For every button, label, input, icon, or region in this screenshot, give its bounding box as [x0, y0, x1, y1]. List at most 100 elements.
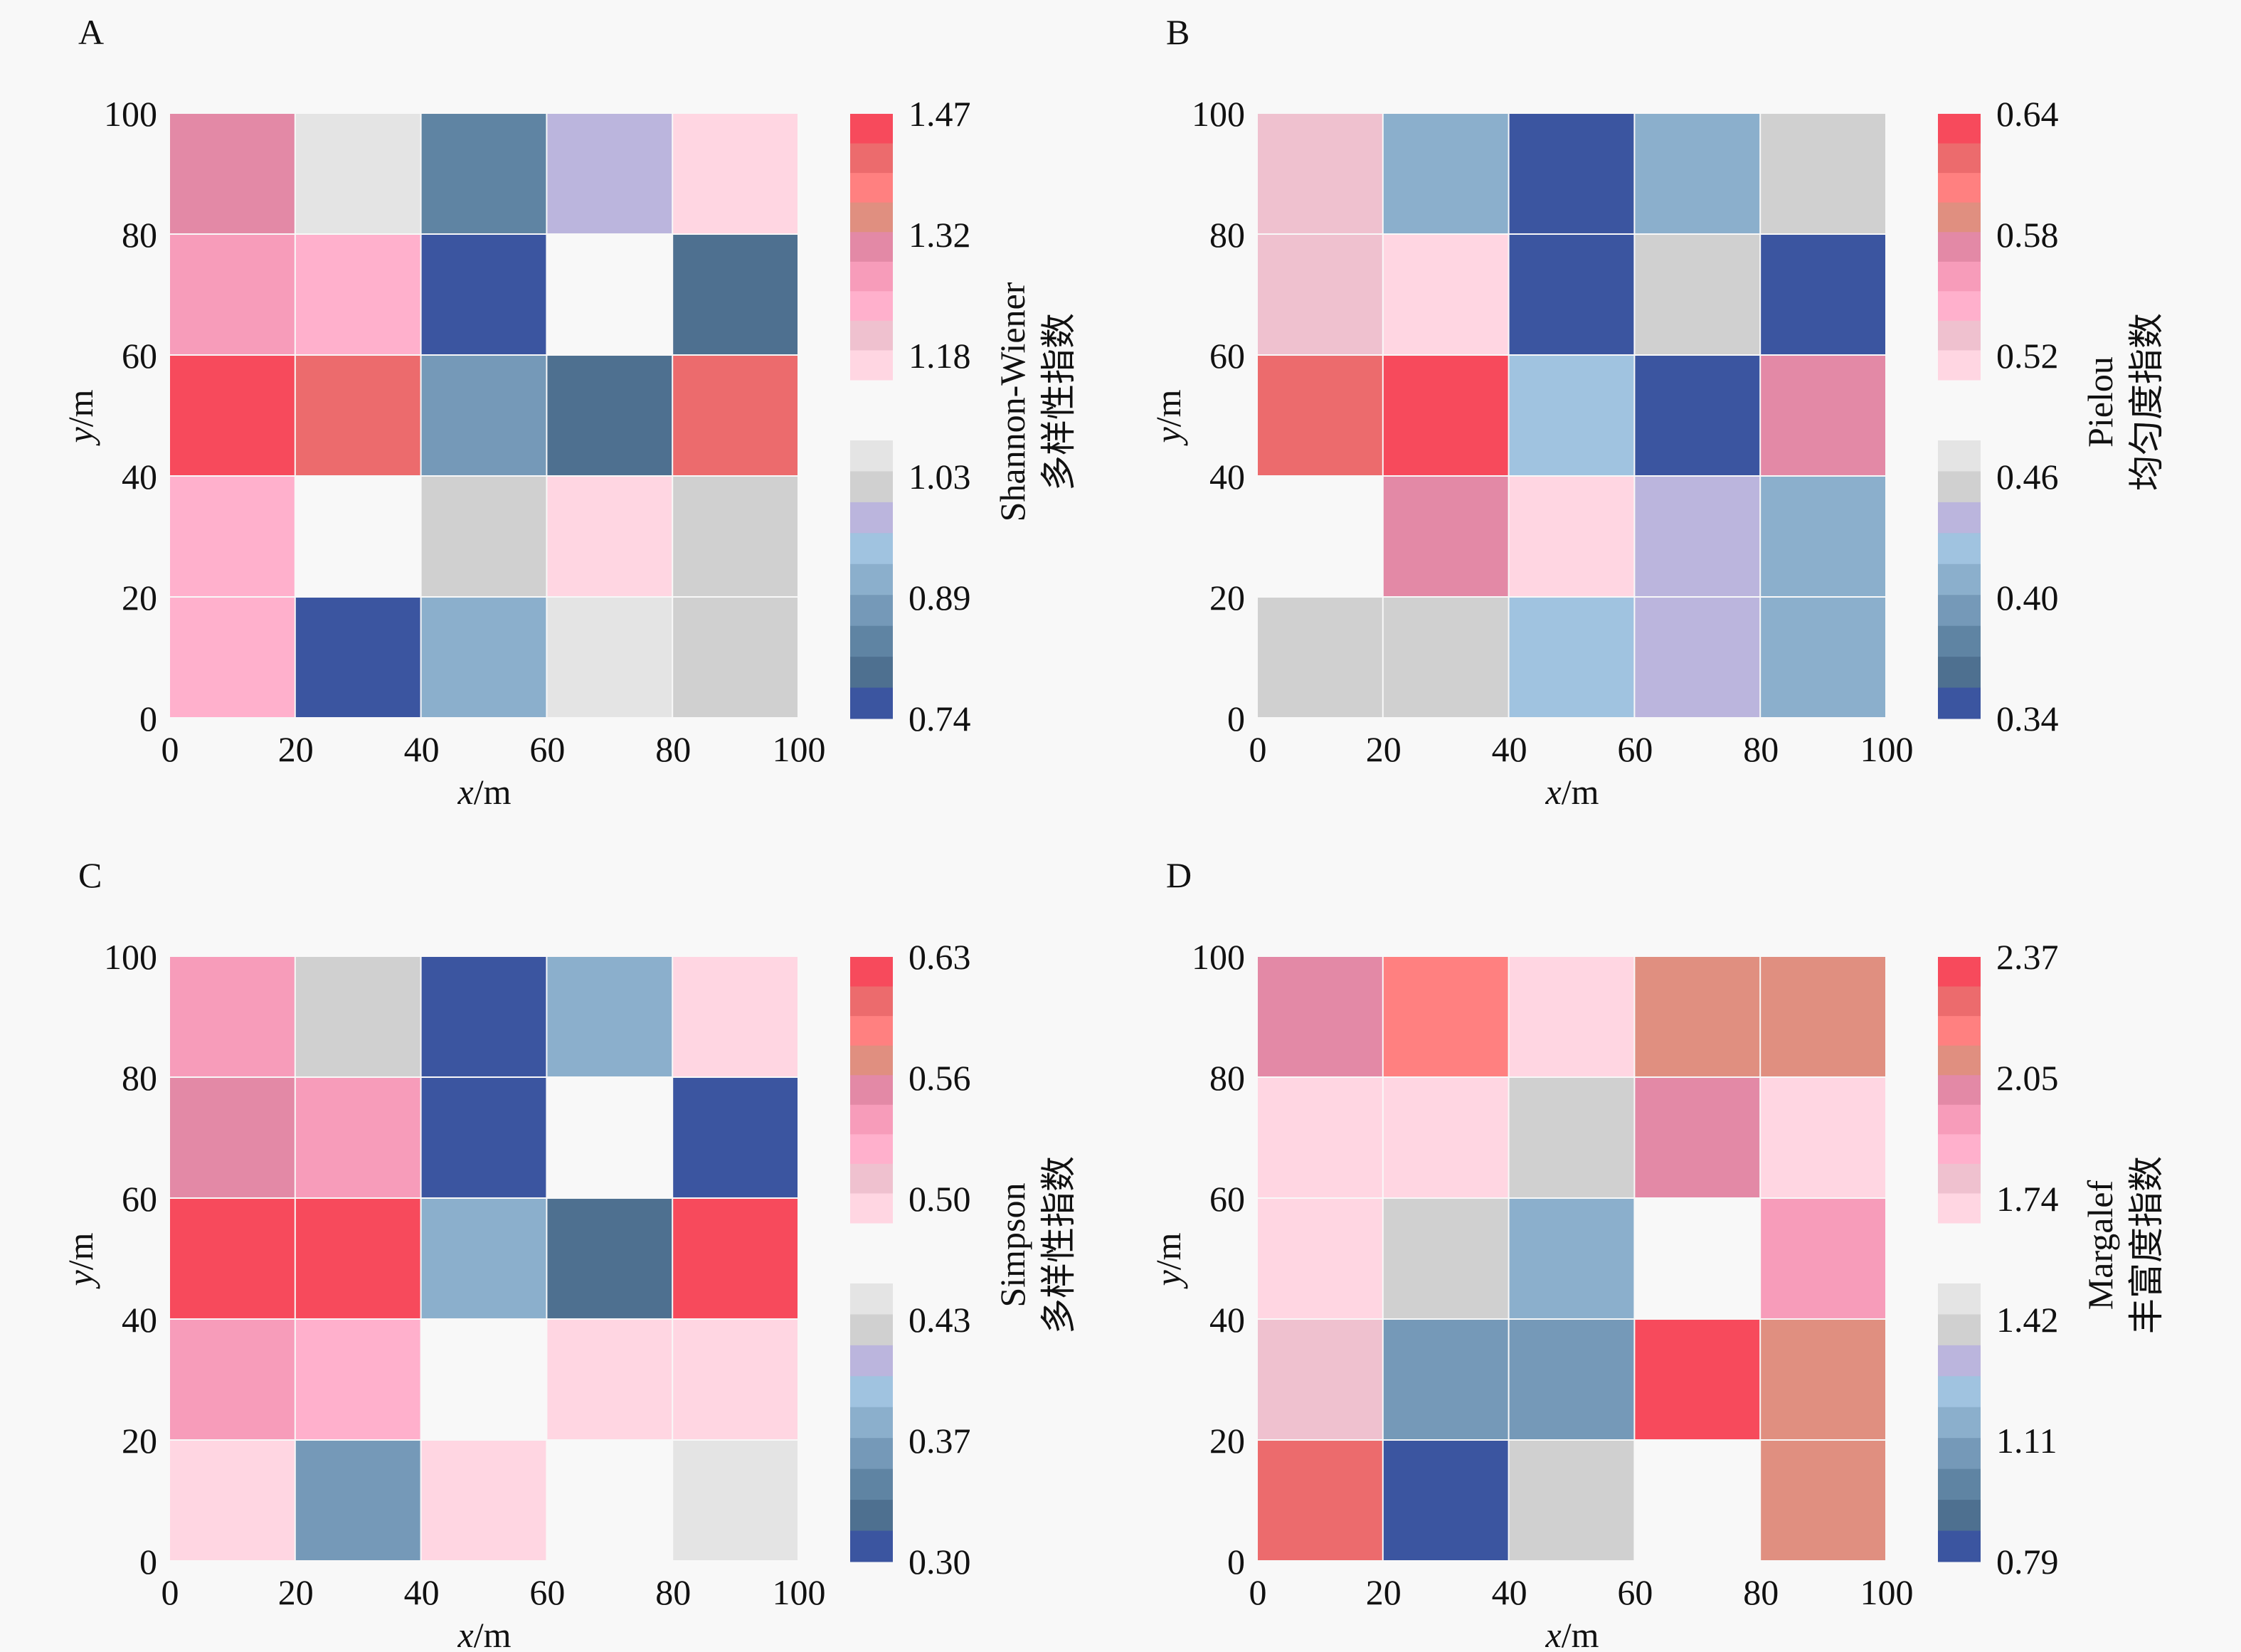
colorbar-swatch [1938, 1104, 1981, 1135]
heatmap-cell [421, 477, 546, 596]
colorbar-swatch [850, 173, 893, 203]
colorbar-swatch [850, 440, 893, 472]
x-axis-label: x/m [457, 772, 512, 812]
colorbar-tick-label: 1.74 [1996, 1179, 2059, 1219]
colorbar: 0.30 0.37 0.43 0.50 0.56 0.63 Simpson 多样性指数 [850, 937, 1079, 1582]
x-tick-label: 100 [1860, 729, 1914, 769]
colorbar-label-zh: 多样性指数 [1039, 313, 1079, 491]
y-tick-label: 0 [1227, 699, 1245, 738]
colorbar-swatch [850, 1193, 893, 1224]
y-tick-label: 0 [139, 699, 157, 738]
colorbar-swatch [850, 261, 893, 292]
y-tick-label: 60 [1209, 1179, 1245, 1219]
colorbar-tick-label: 2.37 [1996, 937, 2059, 977]
heatmap-cell [1258, 1441, 1382, 1560]
colorbar-tick-label: 1.11 [1996, 1421, 2057, 1461]
colorbar-swatch [1938, 986, 1981, 1017]
colorbar-swatch [850, 1468, 893, 1500]
heatmap-cell [1509, 1320, 1634, 1439]
colorbar-tick-label: 0.34 [1996, 699, 2059, 738]
heatmap-cell [673, 1441, 798, 1560]
heatmap-cell [1635, 598, 1760, 717]
colorbar-tick-label: 0.30 [908, 1542, 971, 1582]
heatmap-cell [170, 235, 295, 354]
colorbar-swatch [1938, 350, 1981, 381]
colorbar-tick-label: 0.74 [908, 699, 971, 738]
heatmap-cell [170, 598, 295, 717]
x-tick-label: 100 [1860, 1572, 1914, 1612]
heatmap-cell [673, 235, 798, 354]
colorbar-swatch [1938, 1345, 1981, 1377]
heatmap-cell [170, 957, 295, 1076]
panel-letter: A [78, 12, 104, 52]
heatmap-cell [170, 114, 295, 233]
heatmap-cell [1635, 235, 1760, 354]
panel-b: B0 20 40 60 80 100020406080100x/my/m0.340.400… [1148, 12, 2166, 812]
colorbar-tick-label: 1.47 [908, 94, 971, 134]
y-tick-label: 100 [1192, 94, 1245, 134]
colorbar-tick-label: 0.46 [1996, 457, 2059, 497]
y-tick-label: 40 [122, 457, 157, 497]
panel-letter: B [1166, 12, 1190, 52]
y-tick-label: 80 [122, 215, 157, 255]
heatmap-cell [547, 1199, 672, 1318]
colorbar-swatch [1938, 1468, 1981, 1500]
y-axis-label: y/m [60, 1232, 100, 1289]
heatmap-cell [547, 114, 672, 233]
colorbar-swatch [850, 533, 893, 565]
heatmap-cell [1383, 1320, 1508, 1439]
colorbar-swatch [1938, 1530, 1981, 1562]
heatmap-cell [1509, 598, 1634, 717]
heatmap-cell [1258, 114, 1382, 233]
heatmap-cell [1383, 1199, 1508, 1318]
colorbar-tick-label: 0.52 [1996, 336, 2059, 376]
x-tick-label: 20 [278, 729, 314, 769]
heatmap-cell [1258, 1078, 1382, 1197]
heatmap-cell [1761, 598, 1885, 717]
x-tick-label: 20 [278, 1572, 314, 1612]
heatmap-cell [421, 1320, 546, 1439]
x-tick-label: 80 [655, 1572, 691, 1612]
colorbar-swatch [850, 1314, 893, 1346]
x-tick-label: 0 [1249, 1572, 1267, 1612]
heatmap-cell [295, 1199, 420, 1318]
heatmap-cell [673, 477, 798, 596]
colorbar-swatch [850, 1016, 893, 1047]
colorbar-swatch [850, 1407, 893, 1439]
colorbar-swatch [850, 471, 893, 503]
colorbar-tick-label: 0.40 [1996, 578, 2059, 618]
heatmap-cell [1761, 356, 1885, 475]
colorbar-swatch [1938, 1314, 1981, 1346]
colorbar-swatch [1938, 533, 1981, 565]
colorbar-label-en: Pielou [2080, 356, 2120, 448]
heatmap-cell [295, 1441, 420, 1560]
y-tick-label: 0 [1227, 1542, 1245, 1582]
heatmap-cell [1635, 1441, 1760, 1560]
heatmap-cell [1635, 356, 1760, 475]
heatmap-cell [673, 114, 798, 233]
colorbar-tick-label: 0.63 [908, 937, 971, 977]
colorbar: 0.74 0.89 1.03 1.18 1.32 1.47 Shannon-Wiener 多样… [850, 94, 1079, 738]
heatmap-cell [1383, 957, 1508, 1076]
heatmap-cell [421, 957, 546, 1076]
heatmap-cell [547, 957, 672, 1076]
colorbar-swatch [850, 687, 893, 719]
heatmap-cell [1761, 1078, 1885, 1197]
colorbar-swatch [850, 291, 893, 322]
heatmap-cell [1509, 235, 1634, 354]
y-tick-label: 100 [104, 94, 157, 134]
heatmap-cell [1635, 477, 1760, 596]
colorbar-tick-label: 0.56 [908, 1058, 971, 1098]
heatmap-cell [1635, 957, 1760, 1076]
heatmap-cell [1635, 1078, 1760, 1197]
heatmap-cell [421, 235, 546, 354]
y-tick-label: 20 [1209, 1421, 1245, 1461]
colorbar-swatch [1938, 320, 1981, 351]
heatmap-cell [295, 235, 420, 354]
colorbar-swatch [1938, 173, 1981, 203]
colorbar-label-en: Shannon-Wiener [992, 282, 1032, 521]
colorbar-swatch [1938, 1016, 1981, 1047]
colorbar-swatch [1938, 291, 1981, 322]
colorbar-swatch [850, 320, 893, 351]
